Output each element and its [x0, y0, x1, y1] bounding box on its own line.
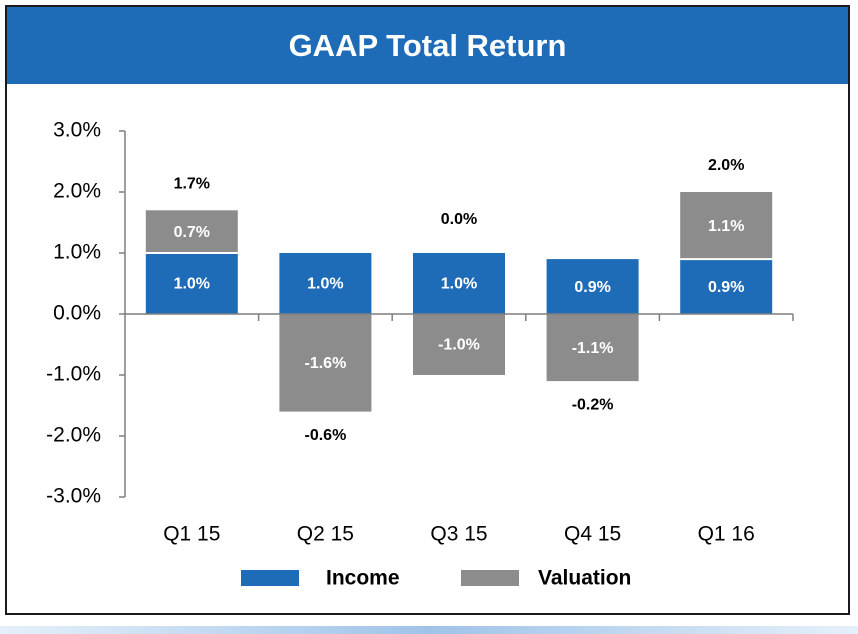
- y-tick-label: -1.0%: [46, 363, 101, 386]
- x-tick-label: Q3 15: [430, 523, 487, 546]
- x-tick-label: Q4 15: [564, 523, 621, 546]
- total-value-label: -0.2%: [572, 396, 614, 413]
- valuation-value-label: 0.7%: [174, 224, 210, 241]
- y-tick-label: -3.0%: [46, 485, 101, 508]
- legend-label-income: Income: [326, 567, 400, 590]
- bar-income: [546, 259, 639, 314]
- valuation-value-label: -1.0%: [438, 337, 480, 354]
- income-value-label: 0.9%: [574, 279, 610, 296]
- legend-swatch-valuation: [461, 570, 519, 586]
- valuation-value-label: -1.1%: [572, 340, 614, 357]
- y-tick-label: 1.0%: [53, 241, 101, 264]
- bar-income: [145, 253, 238, 314]
- x-tick-label: Q1 15: [163, 523, 220, 546]
- legend-swatch-income: [241, 570, 299, 586]
- total-value-label: 2.0%: [708, 157, 744, 174]
- legend-label-valuation: Valuation: [538, 567, 631, 590]
- total-value-label: 0.0%: [441, 211, 477, 228]
- bottom-decorative-strip: [0, 626, 858, 634]
- valuation-value-label: 1.1%: [708, 218, 744, 235]
- income-value-label: 0.9%: [708, 279, 744, 296]
- income-value-label: 1.0%: [174, 276, 210, 293]
- bar-income: [279, 253, 372, 314]
- bar-valuation: [279, 314, 372, 412]
- bar-valuation: [145, 210, 238, 253]
- total-value-label: -0.6%: [305, 427, 347, 444]
- y-tick-label: -2.0%: [46, 424, 101, 447]
- x-tick-label: Q2 15: [297, 523, 354, 546]
- bar-valuation: [680, 192, 773, 260]
- bar-valuation: [546, 314, 639, 382]
- y-tick-label: 3.0%: [53, 119, 101, 142]
- valuation-value-label: -1.6%: [305, 355, 347, 372]
- x-tick-label: Q1 16: [698, 523, 755, 546]
- y-tick-label: 2.0%: [53, 180, 101, 203]
- bar-income: [413, 253, 505, 314]
- income-value-label: 1.0%: [307, 276, 343, 293]
- income-value-label: 1.0%: [441, 276, 477, 293]
- bar-valuation: [413, 314, 505, 375]
- chart-title: GAAP Total Return: [7, 7, 848, 84]
- y-tick-label: 0.0%: [53, 302, 101, 325]
- total-value-label: 1.7%: [174, 176, 210, 193]
- bar-income: [680, 259, 773, 314]
